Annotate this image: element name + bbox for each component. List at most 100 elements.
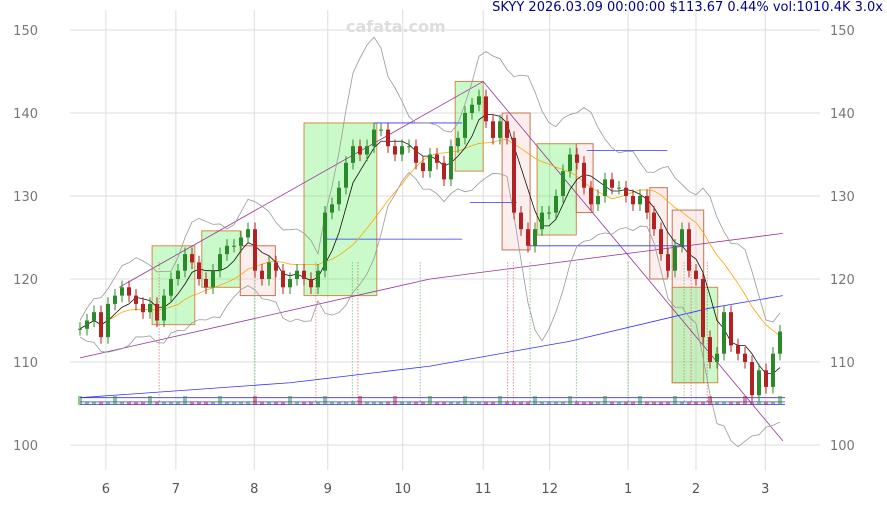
candle-body bbox=[456, 137, 460, 147]
volume-bar bbox=[603, 396, 607, 405]
candle-body bbox=[386, 129, 390, 147]
volume-bar bbox=[190, 402, 194, 405]
candle-body bbox=[442, 162, 446, 180]
volume-bar bbox=[155, 402, 159, 405]
candle-body bbox=[589, 187, 593, 205]
volume-bar bbox=[575, 402, 579, 405]
y-tick-label-left: 110 bbox=[13, 356, 38, 371]
volume-bar bbox=[78, 396, 82, 405]
volume-bar bbox=[533, 396, 537, 405]
candle-body bbox=[526, 229, 530, 246]
volume-bar bbox=[267, 402, 271, 405]
y-tick-label-right: 100 bbox=[830, 439, 855, 454]
volume-bar bbox=[477, 402, 481, 405]
candle-body bbox=[673, 245, 677, 271]
candle-body bbox=[260, 270, 264, 279]
candle-body bbox=[141, 303, 145, 313]
y-tick-label-right: 150 bbox=[830, 24, 855, 39]
volume-bar bbox=[309, 402, 313, 405]
y-tick-label-right: 130 bbox=[830, 190, 855, 205]
candle-body bbox=[351, 146, 355, 163]
candle-body bbox=[519, 212, 523, 230]
volume-bar bbox=[561, 402, 565, 405]
y-tick-label-right: 120 bbox=[830, 273, 855, 288]
x-tick-label: 1 bbox=[624, 482, 632, 497]
volume-bar bbox=[708, 396, 712, 405]
volume-bar bbox=[218, 396, 222, 405]
volume-bar bbox=[134, 402, 138, 405]
volume-bar bbox=[120, 402, 124, 405]
candle-body bbox=[743, 353, 747, 362]
candle-body bbox=[659, 229, 663, 255]
candle-body bbox=[407, 146, 411, 148]
candle-body bbox=[134, 295, 138, 304]
volume-bar bbox=[512, 402, 516, 405]
candle-body bbox=[638, 196, 642, 205]
volume-bar bbox=[253, 396, 257, 405]
x-tick-label: 7 bbox=[172, 482, 180, 497]
candle-body bbox=[176, 270, 180, 279]
volume-bar bbox=[659, 402, 663, 405]
volume-bar bbox=[701, 402, 705, 405]
volume-bar bbox=[113, 396, 117, 405]
volume-bar bbox=[554, 402, 558, 405]
candle-body bbox=[771, 353, 775, 387]
candle-body bbox=[603, 179, 607, 196]
candle-body bbox=[631, 196, 635, 205]
candle-body bbox=[757, 370, 761, 396]
volume-bar bbox=[589, 402, 593, 405]
volume-bar bbox=[127, 402, 131, 405]
x-tick-label: 2 bbox=[692, 482, 700, 497]
candle-body bbox=[722, 312, 726, 354]
x-tick-label: 12 bbox=[541, 482, 558, 497]
candle-body bbox=[568, 154, 572, 172]
volume-bar bbox=[666, 402, 670, 405]
chart-title: SKYY 2026.03.09 00:00:00 $113.67 0.44% v… bbox=[492, 0, 883, 15]
candle-body bbox=[365, 146, 369, 155]
volume-bar bbox=[337, 402, 341, 405]
candle-body bbox=[190, 254, 194, 263]
volume-bar bbox=[330, 402, 334, 405]
x-tick-label: 10 bbox=[394, 482, 411, 497]
volume-bar bbox=[750, 402, 754, 405]
candle-body bbox=[547, 212, 551, 214]
y-tick-label-left: 100 bbox=[13, 439, 38, 454]
candle-body bbox=[379, 129, 383, 131]
candle-body bbox=[92, 312, 96, 321]
candle-body bbox=[778, 331, 782, 354]
candle-body bbox=[78, 328, 82, 330]
volume-bar bbox=[211, 402, 215, 405]
candle-body bbox=[498, 121, 502, 138]
candle-body bbox=[302, 270, 306, 279]
x-tick-label: 3 bbox=[761, 482, 769, 497]
volume-bar bbox=[491, 402, 495, 405]
volume-bar bbox=[631, 402, 635, 405]
volume-bar bbox=[379, 402, 383, 405]
candle-body bbox=[575, 154, 579, 163]
candle-body bbox=[680, 229, 684, 246]
candle-body bbox=[750, 362, 754, 396]
volume-bar bbox=[148, 396, 152, 405]
candle-body bbox=[533, 229, 537, 246]
volume-bar bbox=[498, 396, 502, 405]
candle-body bbox=[463, 113, 467, 138]
volume-bar bbox=[463, 396, 467, 405]
trend-line bbox=[119, 80, 784, 442]
volume-bar bbox=[687, 402, 691, 405]
volume-bar bbox=[85, 402, 89, 405]
volume-bar bbox=[358, 396, 362, 405]
candle-body bbox=[120, 287, 124, 296]
candle-body bbox=[225, 245, 229, 255]
volume-bar bbox=[239, 402, 243, 405]
volume-bar bbox=[568, 396, 572, 405]
volume-bar bbox=[652, 402, 656, 405]
bollinger-lower bbox=[79, 171, 781, 448]
candle-body bbox=[687, 229, 691, 271]
candle-body bbox=[358, 146, 362, 155]
volume-bar bbox=[778, 396, 782, 405]
volume-bar bbox=[414, 402, 418, 405]
candle-body bbox=[323, 212, 327, 271]
candle-body bbox=[148, 303, 152, 313]
x-tick-label: 8 bbox=[250, 482, 258, 497]
